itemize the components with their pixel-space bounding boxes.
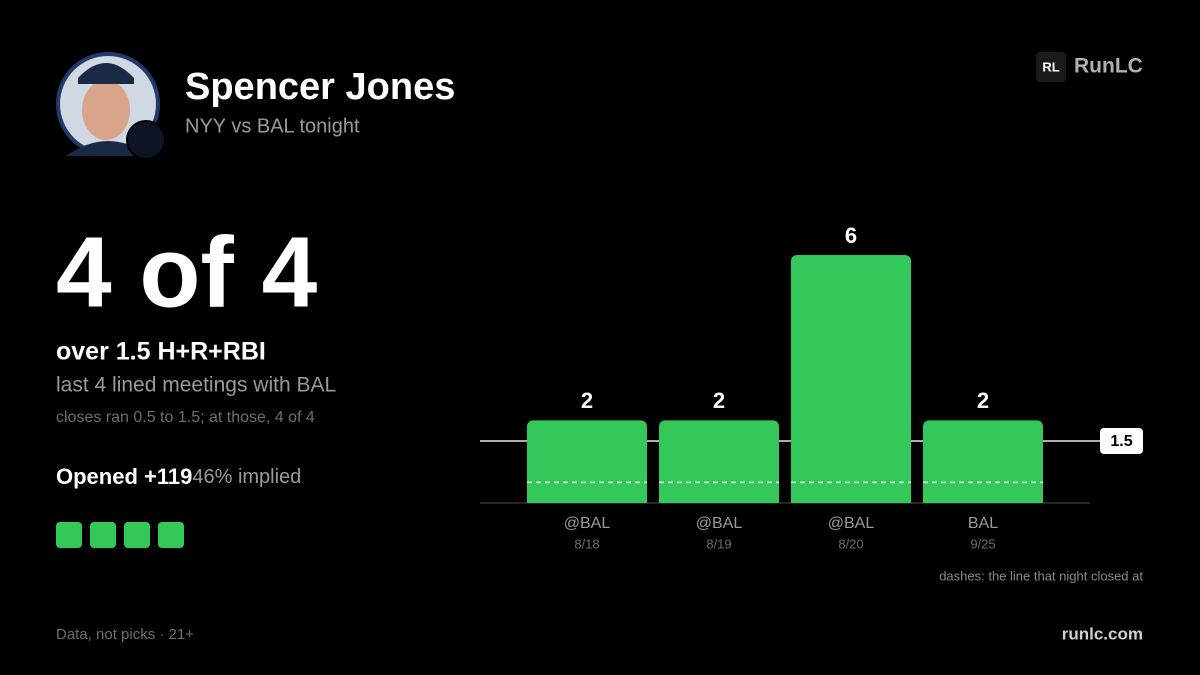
opened: Opened +119 xyxy=(56,464,192,489)
x-tick-label: @BAL xyxy=(696,515,743,532)
odds: Opened +11946% implied xyxy=(56,464,301,489)
bar-foot xyxy=(923,495,1043,503)
implied: 46% implied xyxy=(192,466,301,488)
bar xyxy=(791,255,911,503)
headline: 4 of 4 xyxy=(56,216,318,328)
x-tick-label: BAL xyxy=(968,515,998,532)
disclaimer: Data, not picks · 21+ xyxy=(56,626,194,643)
brand-mark: RL xyxy=(1042,59,1059,74)
matchup: NYY vs BAL tonight xyxy=(185,115,360,137)
bar xyxy=(659,420,779,503)
x-date-label: 9/25 xyxy=(970,536,995,551)
prop-line-badge xyxy=(1100,428,1143,454)
x-date-label: 8/18 xyxy=(574,536,599,551)
value-label: 6 xyxy=(845,223,857,248)
bar-foot xyxy=(659,495,779,503)
x-tick-label: @BAL xyxy=(828,515,875,532)
context: last 4 lined meetings with BAL xyxy=(56,374,336,397)
hit-square xyxy=(124,522,150,548)
player-name: Spencer Jones xyxy=(185,66,455,108)
prop-line-label: 1.5 xyxy=(1110,433,1132,450)
value-label: 2 xyxy=(977,388,989,413)
brand-badge xyxy=(1036,52,1066,82)
x-date-label: 8/19 xyxy=(706,536,731,551)
closes: closes ran 0.5 to 1.5; at those, 4 of 4 xyxy=(56,409,315,426)
chart-note: dashes: the line that night closed at xyxy=(939,568,1143,583)
avatar-face xyxy=(82,80,130,140)
hit-square xyxy=(158,522,184,548)
hit-square xyxy=(56,522,82,548)
hit-square xyxy=(90,522,116,548)
value-label: 2 xyxy=(581,388,593,413)
site: runlc.com xyxy=(1062,624,1143,643)
x-tick-label: @BAL xyxy=(564,515,611,532)
x-date-label: 8/20 xyxy=(838,536,863,551)
bar-foot xyxy=(527,495,647,503)
prop: over 1.5 H+R+RBI xyxy=(56,338,266,366)
chart: 2 @BAL 8/18 2 @BAL 8/19 6 @BAL 8/20 2 BAL 9/25 1.5 xyxy=(480,223,1143,551)
team-badge xyxy=(126,120,166,160)
bar xyxy=(923,420,1043,503)
brand: RunLC xyxy=(1074,55,1143,78)
value-label: 2 xyxy=(713,388,725,413)
bar xyxy=(527,420,647,503)
bar-foot xyxy=(791,495,911,503)
avatar-cap xyxy=(78,63,134,84)
